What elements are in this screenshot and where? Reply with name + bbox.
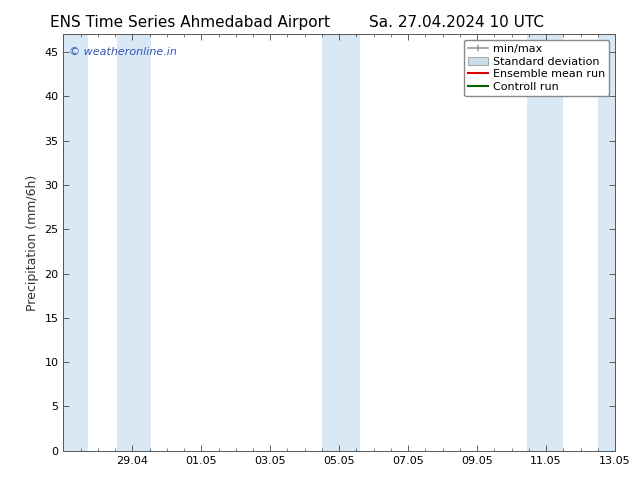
Bar	[322, 34, 360, 451]
Bar	[63, 34, 87, 451]
Bar	[527, 34, 563, 451]
Y-axis label: Precipitation (mm/6h): Precipitation (mm/6h)	[26, 174, 39, 311]
Bar	[117, 34, 152, 451]
Legend: min/max, Standard deviation, Ensemble mean run, Controll run: min/max, Standard deviation, Ensemble me…	[464, 40, 609, 96]
Text: ENS Time Series Ahmedabad Airport: ENS Time Series Ahmedabad Airport	[50, 15, 330, 30]
Bar	[598, 34, 615, 451]
Text: Sa. 27.04.2024 10 UTC: Sa. 27.04.2024 10 UTC	[369, 15, 544, 30]
Text: © weatheronline.in: © weatheronline.in	[69, 47, 177, 57]
